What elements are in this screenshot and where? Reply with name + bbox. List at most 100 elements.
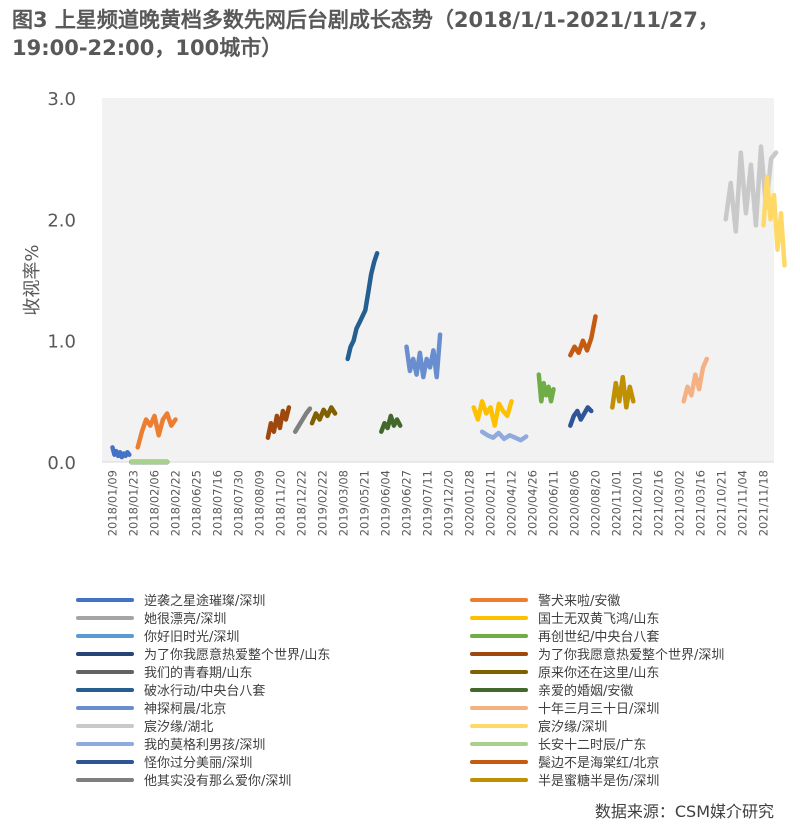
x-tick-label: 2020/01/28 [463,470,477,536]
y-tick-label: 0.0 [47,453,76,474]
legend-swatch [470,615,528,620]
y-tick-label: 2.0 [47,210,76,231]
legend-item: 十年三月三十日/深圳 [470,699,659,717]
legend-label: 他其实没有那么爱你/深圳 [144,774,292,789]
legend-label: 长安十二时辰/广东 [538,738,647,753]
x-tick-label: 2020/11/01 [610,470,624,536]
x-tick-label: 2018/07/30 [232,470,246,536]
legend-item: 再创世纪/中央台八套 [470,627,660,645]
x-tick-label: 2018/08/09 [253,470,267,536]
source-note: 数据来源：CSM媒介研究 [594,802,774,821]
legend-swatch [470,759,528,764]
x-tick-label: 2020/06/11 [547,470,561,536]
series-line [536,372,556,404]
x-tick-label: 2018/01/09 [106,470,120,536]
legend-item: 亲爱的婚姻/安徽 [470,681,633,699]
legend-swatch [470,777,528,782]
x-tick-label: 2019/03/08 [337,470,351,536]
series-line [265,405,292,440]
y-axis: 0.0 1.0 2.0 3.0 [47,89,76,474]
x-axis: 2018/01/09 2018/01/23 2018/02/06 2018/02/22… [106,470,771,536]
legend-item: 长安十二时辰/广东 [470,735,647,753]
legend-label: 逆袭之星途璀璨/深圳 [144,594,266,609]
legend-item: 为了你我愿意热爱整个世界/深圳 [470,645,725,663]
x-tick-label: 2021/11/18 [757,470,771,536]
x-tick-label: 2018/02/22 [169,470,183,536]
series-line [404,332,443,380]
x-tick-label: 2021/02/16 [652,470,666,536]
legend-swatch [76,615,134,620]
legend-item: 怪你过分美丽/深圳 [76,753,253,771]
x-tick-label: 2020/04/12 [505,470,519,536]
legend-label: 警犬来啦/安徽 [538,594,621,609]
chart-area: 0.0 1.0 2.0 3.0 2018/01/09 2018/01/23 2018/02… [22,89,787,536]
series-line [345,251,380,362]
legend-swatch [470,651,528,656]
x-tick-label: 2020/02/11 [484,470,498,536]
x-tick-label: 2019/07/11 [421,470,435,536]
legend-item: 他其实没有那么爱你/深圳 [76,771,292,789]
legend-swatch [470,669,528,674]
series-line [135,411,178,450]
legend-item: 神探柯晨/北京 [76,699,226,717]
x-tick-label: 2020/08/20 [589,470,603,536]
x-tick-label: 2018/06/25 [190,470,204,536]
legend-label: 再创世纪/中央台八套 [538,630,660,645]
legend-swatch [470,633,528,638]
x-tick-label: 2019/06/04 [379,470,393,536]
x-tick-label: 2018/02/06 [148,470,162,536]
legend-item: 逆袭之星途璀璨/深圳 [76,591,266,609]
legend-item: 我的莫格利男孩/深圳 [76,735,265,753]
series-line [761,174,787,268]
chart-title: 图3 上星频道晚黄档多数先网后台剧成长态势（2018/1/1-2021/11/2… [12,8,719,60]
legend-label: 为了你我愿意热爱整个世界/深圳 [538,648,725,663]
legend-item: 警犬来啦/安徽 [470,591,621,609]
legend-item: 半是蜜糖半是伤/深圳 [470,771,660,789]
x-tick-label: 2018/11/20 [274,470,288,536]
legend-label: 国士无双黄飞鸿/山东 [538,612,660,627]
legend-item: 国士无双黄飞鸿/山东 [470,609,660,627]
series-line [309,405,338,426]
series-line [681,356,710,404]
series-line [379,413,403,434]
legend-label: 你好旧时光/深圳 [144,630,240,645]
legend-swatch [76,687,134,692]
legend-item: 她很漂亮/深圳 [76,609,226,627]
legend-swatch [470,741,528,746]
legend-swatch [76,633,134,638]
series-lines [110,144,787,465]
x-tick-label: 2021/02/01 [631,470,645,536]
series-line [479,429,529,443]
legend-swatch [76,723,134,728]
x-tick-label: 2021/03/02 [673,470,687,536]
legend-swatch [76,777,134,782]
x-tick-label: 2019/06/27 [400,470,414,536]
legend-item: 我们的青春期/山东 [76,663,253,681]
plot-background [102,98,774,462]
series-line [471,399,514,428]
y-axis-label: 收视率% [22,244,43,315]
x-tick-label: 2018/07/16 [211,470,225,536]
legend-label: 破冰行动/中央台八套 [144,684,266,699]
x-tick-label: 2021/03/16 [694,470,708,536]
legend-item: 为了你我愿意热爱整个世界/山东 [76,645,330,663]
legend-item: 破冰行动/中央台八套 [76,681,266,699]
legend-item: 宸汐缘/湖北 [76,717,213,735]
legend-item: 原来你还在这里/山东 [470,663,659,681]
legend-item: 你好旧时光/深圳 [76,627,240,645]
legend-label: 宸汐缘/深圳 [538,720,608,735]
legend-swatch [76,705,134,710]
x-tick-label: 2021/10/21 [715,470,729,536]
x-tick-label: 2018/01/23 [127,470,141,536]
x-tick-label: 2021/11/04 [736,470,750,536]
legend-label: 怪你过分美丽/深圳 [144,756,253,771]
legend-swatch [470,723,528,728]
x-tick-label: 2019/12/20 [442,470,456,536]
legend-label: 半是蜜糖半是伤/深圳 [538,774,660,789]
x-tick-label: 2018/12/22 [295,470,309,536]
legend-label: 我们的青春期/山东 [144,666,253,681]
legend-swatch [470,687,528,692]
series-line [568,314,598,358]
x-tick-label: 2019/05/21 [358,470,372,536]
series-line [610,374,636,410]
